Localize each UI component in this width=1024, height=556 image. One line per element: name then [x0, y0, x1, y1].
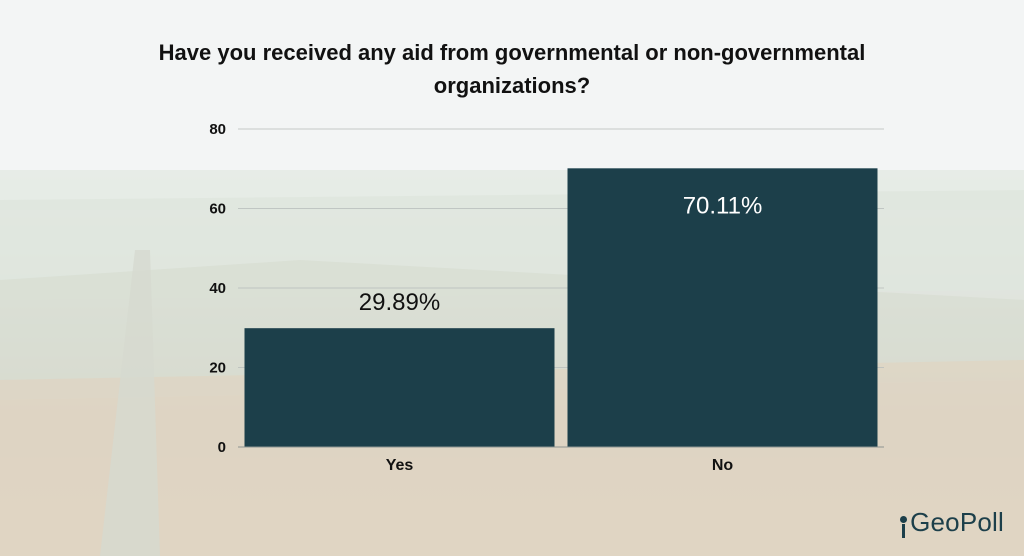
chart-title: Have you received any aid from governmen…: [158, 40, 866, 98]
y-tick-label: 80: [209, 121, 226, 138]
data-label: 70.11%: [683, 192, 763, 219]
y-tick-label: 60: [209, 201, 226, 218]
geopoll-logo: GeoPoll: [900, 507, 1004, 538]
data-label: 29.89%: [359, 289, 440, 316]
bar: [567, 168, 878, 447]
y-tick-label: 40: [209, 280, 226, 297]
y-tick-label: 20: [209, 360, 226, 377]
x-category-label: No: [712, 457, 734, 474]
geopoll-logo-icon: [900, 516, 908, 538]
logo-text: GeoPoll: [910, 507, 1004, 537]
y-tick-label: 0: [218, 439, 226, 456]
bar: [244, 328, 555, 447]
x-category-label: Yes: [386, 457, 414, 474]
